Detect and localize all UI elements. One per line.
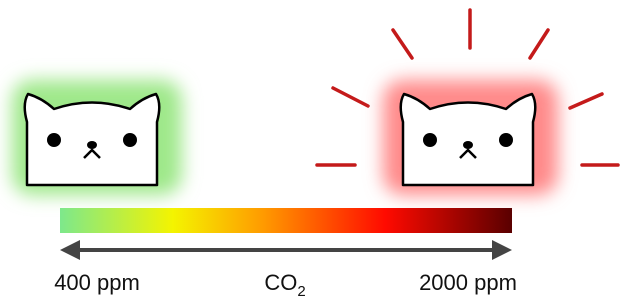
co-subscript: 2 [297,283,305,298]
co-text: CO [264,270,297,295]
co2-diagram: 400 ppm CO2 2000 ppm [0,0,621,298]
max-label: 2000 ppm [419,270,517,295]
center-label: CO2 [264,270,305,298]
co2-gradient [60,208,512,233]
alarmed-cat [401,94,536,185]
min-label: 400 ppm [54,270,140,295]
calm-cat [25,94,160,185]
